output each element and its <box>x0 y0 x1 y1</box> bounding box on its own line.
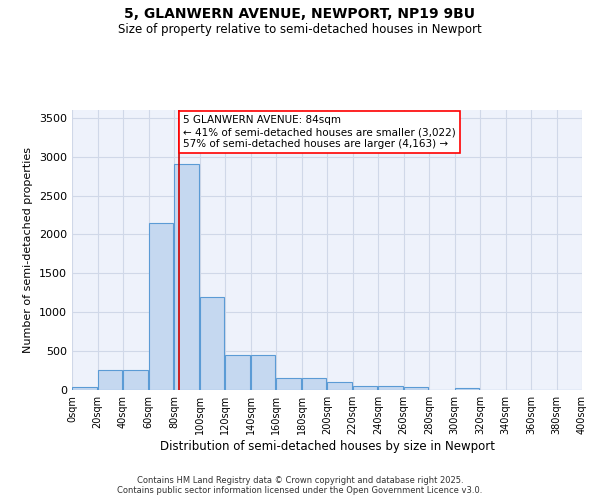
Bar <box>199 296 224 390</box>
Bar <box>251 355 275 390</box>
Bar <box>404 387 428 390</box>
Bar <box>276 378 301 390</box>
Text: Contains HM Land Registry data © Crown copyright and database right 2025.
Contai: Contains HM Land Registry data © Crown c… <box>118 476 482 495</box>
Bar <box>123 370 148 390</box>
Text: 5, GLANWERN AVENUE, NEWPORT, NP19 9BU: 5, GLANWERN AVENUE, NEWPORT, NP19 9BU <box>125 8 476 22</box>
Bar <box>72 387 97 390</box>
Text: Size of property relative to semi-detached houses in Newport: Size of property relative to semi-detach… <box>118 22 482 36</box>
X-axis label: Distribution of semi-detached houses by size in Newport: Distribution of semi-detached houses by … <box>160 440 494 453</box>
Bar <box>174 164 199 390</box>
Y-axis label: Number of semi-detached properties: Number of semi-detached properties <box>23 147 34 353</box>
Bar <box>378 386 403 390</box>
Bar <box>327 382 352 390</box>
Text: 5 GLANWERN AVENUE: 84sqm
← 41% of semi-detached houses are smaller (3,022)
57% o: 5 GLANWERN AVENUE: 84sqm ← 41% of semi-d… <box>183 116 455 148</box>
Bar <box>455 388 479 390</box>
Bar <box>97 370 122 390</box>
Bar <box>225 355 250 390</box>
Bar <box>149 223 173 390</box>
Bar <box>302 378 326 390</box>
Bar <box>353 386 377 390</box>
